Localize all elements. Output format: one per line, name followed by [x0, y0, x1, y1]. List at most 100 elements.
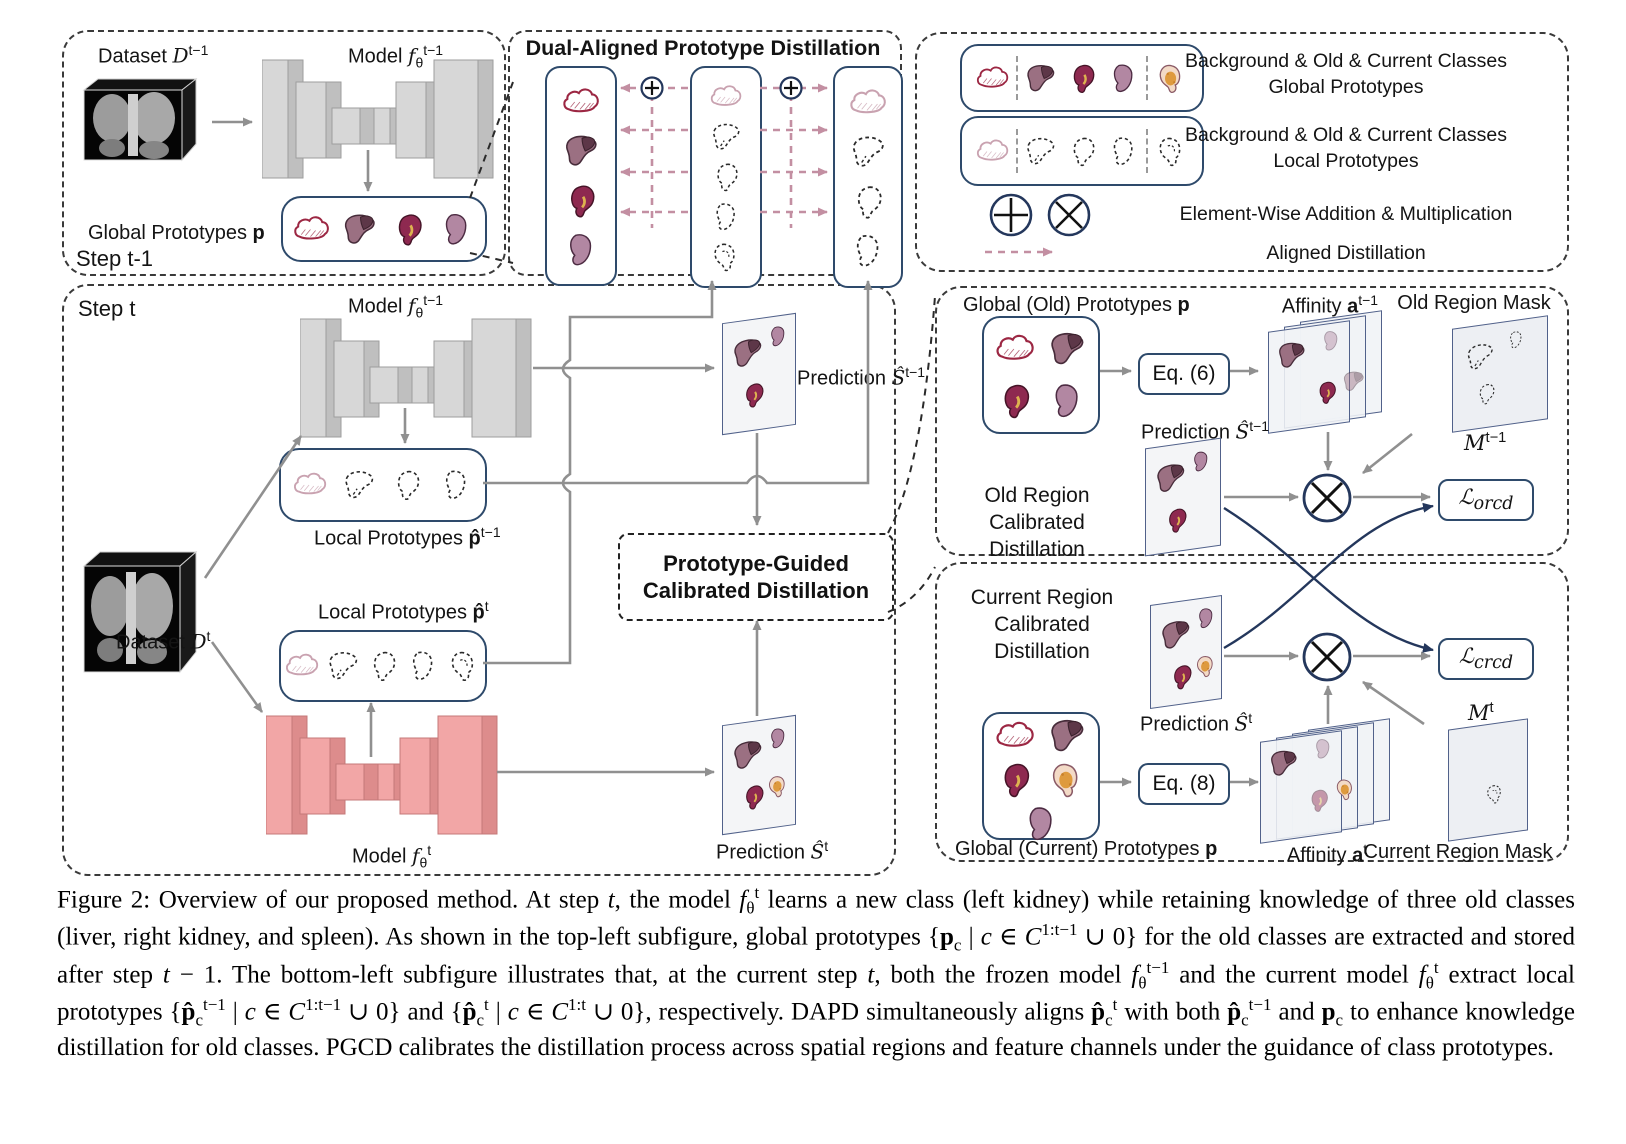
pgcd-box: Prototype-Guided Calibrated Distillation [618, 533, 894, 621]
model-t1-network [262, 59, 494, 179]
kidney-icon [1064, 60, 1101, 97]
kidneyL-icon [1045, 758, 1089, 802]
kidneyL-icon [1192, 650, 1220, 682]
crcd-pred-label: Prediction Ŝt [1140, 710, 1253, 736]
spleen-icon [765, 724, 791, 754]
separator [1146, 129, 1149, 173]
kidney-outline-icon [847, 181, 889, 223]
global-prototypes-box [281, 196, 487, 262]
kidney-outline-icon [708, 159, 744, 195]
step-t1-label: Step t-1 [76, 246, 154, 271]
spleen-icon [1188, 447, 1214, 477]
crcd-title-line2: Calibrated [994, 613, 1090, 636]
spleen-outline-icon [404, 647, 442, 685]
kidneyL-outline-icon [708, 239, 744, 275]
liver-icon [1157, 614, 1194, 656]
spleen-icon [1045, 379, 1089, 423]
crcd-mask-label: Current Region Mask [1363, 841, 1553, 863]
model-frozen-network [300, 318, 532, 438]
separator [1146, 56, 1149, 100]
liver-outline-icon [708, 119, 744, 155]
crcd-prototypes-label: Global (Current) Prototypes p [955, 838, 1218, 860]
step-t-label: Step t [78, 296, 136, 321]
cloud-faded-icon [708, 79, 744, 115]
orcd-affinity-label: Affinity at−1 [1281, 292, 1379, 318]
spleen-icon [1105, 60, 1142, 97]
orcd-pred-panel [1145, 437, 1221, 557]
orcd-pred-label: Prediction Ŝt−1 [1141, 418, 1270, 444]
kidney-outline-icon [364, 647, 402, 685]
current-region-mask [1448, 718, 1528, 842]
liver-outline-icon [324, 647, 362, 685]
spleen-outline-icon [708, 199, 744, 235]
kidney-icon [1304, 786, 1333, 815]
kidney-icon [388, 209, 429, 250]
legend-local-line1: Background & Old & Current Classes [1185, 124, 1507, 146]
dataset-t-label: Dataset Dt [116, 628, 211, 654]
kidneyL-outline-icon [1483, 780, 1507, 807]
local-prototypes-cur-box [279, 630, 487, 702]
orcd-loss-box: ℒorcd [1438, 479, 1534, 521]
local-prototypes-cur-label: Local Prototypes p̂t [318, 598, 489, 624]
model-current-label: Model fθt [352, 842, 432, 871]
spleen-icon [560, 229, 602, 271]
pgcd-line2: Calibrated Distillation [642, 578, 870, 603]
model-frozen-label: Model fθt−1 [348, 292, 444, 321]
liver-icon [339, 209, 380, 250]
model-current-network [266, 715, 498, 835]
kidney-icon [993, 379, 1037, 423]
model-t1-label: Model fθt−1 [348, 42, 444, 71]
cloud-icon [993, 327, 1037, 371]
separator [1015, 129, 1018, 173]
orcd-title-line2: Calibrated [989, 511, 1085, 534]
liver-outline-icon [1463, 337, 1497, 376]
local-prototypes-prev-box [279, 448, 487, 522]
ct-volume-icon [82, 550, 198, 674]
legend-local-prototypes-box [960, 116, 1204, 186]
prediction-cur-label: Prediction Ŝt [716, 838, 829, 864]
figure-caption: Figure 2: Overview of our proposed metho… [57, 883, 1576, 1061]
orcd-loss-label: ℒorcd [1458, 485, 1514, 515]
crcd-loss-box: ℒcrcd [1438, 638, 1534, 680]
crcd-eq-label: Eq. (8) [1152, 772, 1216, 795]
cloud-faded-icon [847, 82, 889, 124]
dapd-local-prev-column [833, 66, 903, 288]
legend-operators-label: Element-Wise Addition & Multiplication [1179, 203, 1513, 225]
spleen-outline-icon [847, 230, 889, 272]
orcd-affinity-stack [1268, 310, 1383, 434]
prediction-cur-panel [722, 714, 796, 836]
spleen-icon [1310, 736, 1336, 762]
legend-local-line2: Local Prototypes [1273, 150, 1419, 172]
kidneyL-icon [1153, 60, 1190, 97]
crcd-title-line1: Current Region [970, 586, 1114, 609]
spleen-outline-icon [437, 466, 475, 504]
global-prototypes-label: Global Prototypes p [88, 222, 265, 244]
kidneyL-outline-icon [445, 647, 483, 685]
spleen-icon [1193, 603, 1219, 633]
kidney-outline-icon [1473, 379, 1499, 409]
legend-global-line2: Global Prototypes [1268, 76, 1424, 98]
crcd-affinity-stack [1260, 718, 1390, 844]
spleen-icon [1019, 802, 1063, 846]
crcd-prototypes-box [982, 712, 1100, 841]
cloud-faded-icon [974, 133, 1011, 170]
crcd-title-line3: Distillation [994, 640, 1090, 663]
legend-aligned-label: Aligned Distillation [1266, 242, 1426, 264]
dapd-local-cur-column [690, 66, 762, 288]
liver-icon [560, 130, 602, 172]
kidney-icon [560, 180, 602, 222]
crcd-pred-panel [1150, 594, 1222, 710]
liver-icon [1340, 368, 1367, 395]
orcd-mask-symbol: Mt−1 [1464, 430, 1507, 455]
pgcd-line1: Prototype-Guided [663, 550, 849, 576]
separator [1015, 56, 1018, 100]
kidney-outline-icon [1064, 133, 1101, 170]
liver-icon [729, 734, 766, 776]
orcd-eq-label: Eq. (6) [1152, 362, 1216, 385]
kidney-icon [1161, 503, 1192, 538]
kidney-icon [993, 758, 1037, 802]
local-prototypes-prev-label: Local Prototypes p̂t−1 [314, 524, 501, 550]
orcd-prototypes-label: Global (Old) Prototypes p [963, 294, 1190, 316]
cloud-icon [974, 60, 1011, 97]
